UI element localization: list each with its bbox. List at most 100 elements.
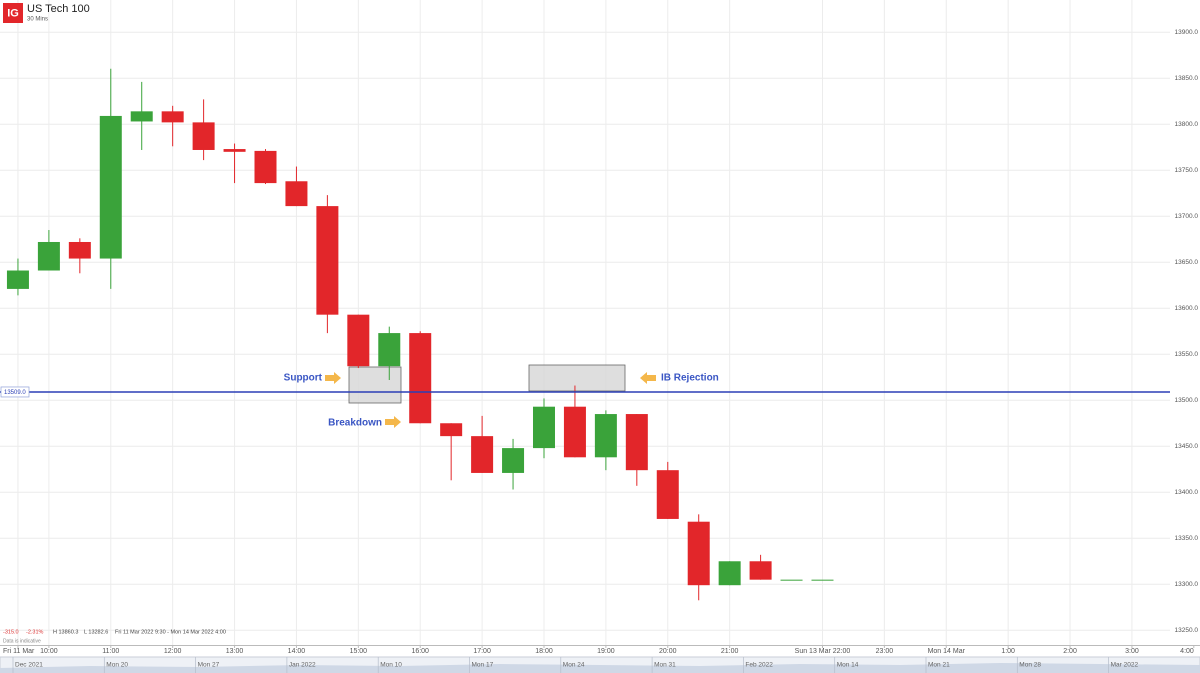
stat: -315.0 <box>3 629 19 635</box>
navigator-labels: Dec 2021 Mon 20 Mon 27 Jan 2022 Mon 10 Mon 17… <box>12 657 1139 673</box>
candle-body <box>68 241 91 259</box>
arrow <box>325 372 341 384</box>
y-tick-label: 13600.0 <box>1175 305 1199 312</box>
candle-body <box>378 333 401 367</box>
x-tick-label: 17:00 <box>473 648 491 655</box>
candles <box>6 68 834 601</box>
candle-body <box>563 406 586 458</box>
x-tick-label: 19:00 <box>597 648 615 655</box>
candle-body <box>440 423 463 437</box>
candle-body <box>749 561 772 580</box>
candle-body <box>6 270 29 289</box>
y-tick-label: 13800.0 <box>1175 121 1199 128</box>
candle-body <box>718 561 741 586</box>
candle-body <box>532 406 555 449</box>
candle-body <box>37 241 60 271</box>
x-tick-label: 13:00 <box>226 648 244 655</box>
candle-body <box>409 333 432 424</box>
x-tick-label: Fri 11 Mar <box>3 648 35 655</box>
y-tick-label: 13400.0 <box>1175 489 1199 496</box>
navigator-label: Mon 20 <box>106 662 128 669</box>
y-tick-label: 13700.0 <box>1175 213 1199 220</box>
navigator-label: Mon 27 <box>198 662 220 669</box>
candle-body <box>687 521 710 586</box>
grid: 13250.0 13300.0 13350.0 13400.0 13450.0 13500… <box>0 0 1198 655</box>
candle-body <box>192 122 215 150</box>
stat: -2.31% <box>26 629 44 635</box>
navigator-label: Mon 31 <box>654 662 676 669</box>
arrow <box>640 372 656 384</box>
navigator-label: Dec 2021 <box>15 662 43 669</box>
x-tick-label: 14:00 <box>288 648 306 655</box>
navigator-label: Mar 2022 <box>1111 662 1139 669</box>
y-tick-label: 13500.0 <box>1175 397 1199 404</box>
x-tick-label: 4:00 <box>1180 648 1194 655</box>
x-tick-label: Sun 13 Mar 22:00 <box>795 648 851 655</box>
arrow <box>385 416 401 428</box>
annotation: IB Rejection <box>661 373 719 384</box>
x-tick-label: 16:00 <box>411 648 429 655</box>
y-tick-label: 13900.0 <box>1175 29 1199 36</box>
candle-body <box>502 448 525 473</box>
x-tick-label: 20:00 <box>659 648 677 655</box>
y-tick-label: 13650.0 <box>1175 259 1199 266</box>
candle-body <box>161 111 184 123</box>
candle-body <box>811 579 834 581</box>
y-tick-label: 13350.0 <box>1175 535 1199 542</box>
candle-body <box>347 314 370 367</box>
x-tick-label: 18:00 <box>535 648 553 655</box>
x-tick-label: 12:00 <box>164 648 182 655</box>
y-tick-label: 13450.0 <box>1175 443 1199 450</box>
navigator-label: Feb 2022 <box>745 662 773 669</box>
stats: -315.0 -2.31% H 13860.3 L 13282.6 Fri 11 Mar… <box>3 629 226 635</box>
navigator-label: Mon 10 <box>380 662 402 669</box>
note: Data is indicative <box>3 638 41 644</box>
y-tick-label: 13250.0 <box>1175 627 1199 634</box>
navigator-label: Mon 14 <box>837 662 859 669</box>
navigator-label: Mon 24 <box>563 662 585 669</box>
candle-body <box>254 150 277 184</box>
logo <box>3 3 23 23</box>
x-tick-label: 11:00 <box>102 648 119 655</box>
x-tick-label: 2:00 <box>1063 648 1077 655</box>
x-tick-label: 23:00 <box>876 648 894 655</box>
navigator-label: Jan 2022 <box>289 662 316 669</box>
x-tick-label: 1:00 <box>1001 648 1015 655</box>
x-tick-label: 15:00 <box>350 648 368 655</box>
y-tick-label: 13750.0 <box>1175 167 1199 174</box>
candle-body <box>130 111 153 122</box>
price-tag <box>0 386 30 398</box>
stat: L 13282.6 <box>84 629 108 635</box>
chart-title: US Tech 100 <box>27 3 90 15</box>
overlay: 13509.0 <box>0 386 1170 398</box>
candle-body <box>285 181 308 207</box>
candle-body <box>780 579 803 581</box>
price-label: 13509.0 <box>4 390 26 396</box>
support-zone <box>348 366 402 404</box>
candle-body <box>594 414 617 458</box>
candle-body <box>99 115 122 259</box>
candle-body <box>471 436 494 473</box>
stat: H 13860.3 <box>53 629 78 635</box>
stat: Fri 11 Mar 2022 9:30 - Mon 14 Mar 2022 4… <box>115 629 226 635</box>
annotation: Breakdown <box>328 418 382 429</box>
y-tick-label: 13300.0 <box>1175 581 1199 588</box>
y-tick-label: 13850.0 <box>1175 75 1199 82</box>
navigator-label: Mon 28 <box>1019 662 1041 669</box>
navigator-area <box>0 663 1200 673</box>
candle-body <box>625 414 648 471</box>
x-tick-label: 3:00 <box>1125 648 1139 655</box>
annotation: Support <box>284 373 323 384</box>
candle-body <box>656 470 679 519</box>
navigator-label: Mon 21 <box>928 662 950 669</box>
x-tick-label: Mon 14 Mar <box>928 648 966 655</box>
y-tick-label: 13550.0 <box>1175 351 1199 358</box>
logo-text: IG <box>7 7 19 19</box>
chart-subtitle: 30 Mins <box>27 17 48 23</box>
x-tick-label: 21:00 <box>721 648 739 655</box>
candle-body <box>316 206 339 315</box>
candle-body <box>223 149 246 152</box>
rejection-zone <box>528 364 626 392</box>
